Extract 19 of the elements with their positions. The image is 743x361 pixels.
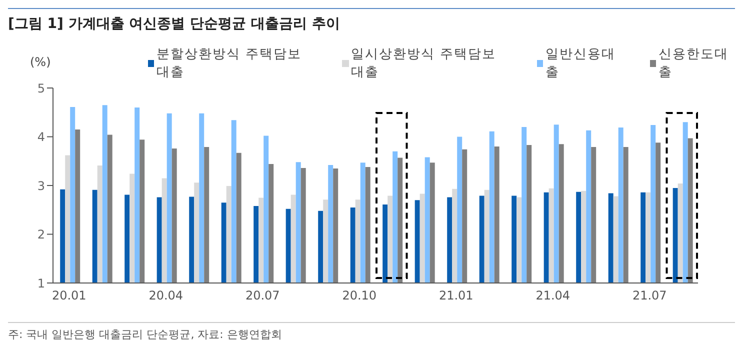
y-tick-label: 4 (37, 130, 45, 144)
y-tick-label: 2 (37, 228, 45, 242)
legend-label: 신용한도대출 (657, 46, 730, 81)
chart-title: [그림 1] 가계대출 여신종별 단순평균 대출금리 추이 (8, 8, 735, 33)
x-tick-label: 21.04 (536, 288, 570, 303)
x-tick-label: 21.01 (438, 288, 474, 303)
y-axis-title: (%) (30, 55, 51, 69)
y-tick-label: 5 (37, 81, 45, 96)
x-tick-label: 20.07 (245, 288, 280, 303)
y-tick-label: 3 (37, 178, 45, 193)
y-tick-label: 1 (37, 276, 45, 290)
legend-label: 일반신용대출 (544, 46, 616, 81)
x-tick-label: 20.04 (148, 288, 184, 303)
x-tick-label: 20.10 (342, 288, 377, 303)
x-tick-label: 20.01 (52, 288, 86, 303)
legend-label: 일시상환방식 주택담보대출 (350, 46, 498, 81)
x-tick-label: 21.07 (632, 288, 667, 303)
text: 주: 국내 일반은행 대출금리 단순평균, 자료: 은행연합회 (8, 322, 735, 342)
legend-label: 분할상환방식 주택담보대출 (155, 46, 303, 81)
